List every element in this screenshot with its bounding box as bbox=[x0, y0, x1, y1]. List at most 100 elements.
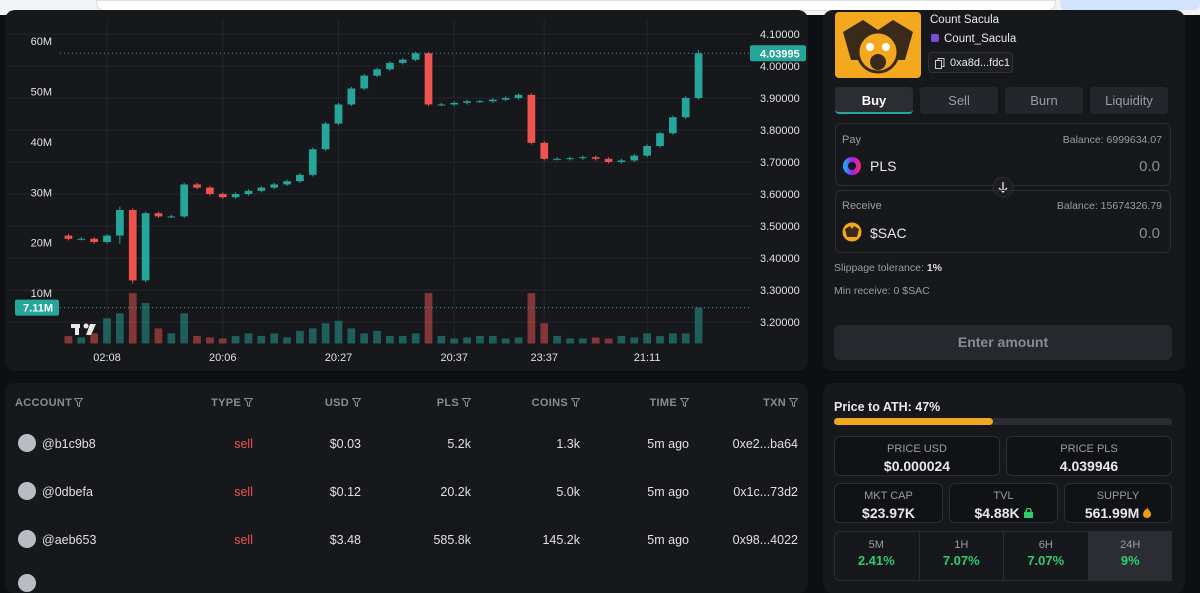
filter-icon[interactable] bbox=[352, 398, 361, 407]
volume-bar bbox=[604, 338, 613, 344]
candles bbox=[64, 50, 703, 284]
volume-bar bbox=[501, 338, 510, 344]
volume-bar bbox=[668, 333, 677, 344]
candle-body bbox=[141, 213, 150, 281]
candle-body bbox=[553, 158, 561, 160]
token-name: Count Sacula bbox=[930, 14, 1000, 26]
address-button[interactable]: 0xa8d...fdc1 bbox=[928, 52, 1013, 73]
ath-bar bbox=[834, 418, 993, 425]
filter-icon[interactable] bbox=[571, 398, 580, 407]
change-label: 1H bbox=[954, 539, 969, 551]
filter-icon[interactable] bbox=[244, 398, 253, 407]
y2-tick-label: 40M bbox=[31, 137, 52, 149]
trades-panel bbox=[5, 383, 808, 593]
filter-icon[interactable] bbox=[680, 398, 689, 407]
volume-bar bbox=[206, 337, 214, 344]
candle-body bbox=[257, 187, 266, 191]
cell: 20.2k bbox=[440, 485, 471, 499]
volume-bar bbox=[450, 338, 459, 344]
filter-icon[interactable] bbox=[462, 398, 471, 407]
receive-amount[interactable]: 0.0 bbox=[1139, 225, 1160, 242]
account[interactable]: @b1c9b8 bbox=[42, 437, 96, 451]
candle-body bbox=[218, 194, 227, 198]
candle-body bbox=[180, 184, 189, 217]
receive-label: Receive bbox=[842, 200, 882, 212]
copy-icon bbox=[935, 58, 945, 69]
stat-value-wrap: $4.88K bbox=[950, 505, 1057, 521]
change-cell[interactable]: 1H 7.07% bbox=[918, 531, 1004, 581]
browser-button[interactable] bbox=[1060, 0, 1200, 10]
candle-body bbox=[386, 62, 394, 70]
min-receive: Min receive: 0 $SAC bbox=[834, 285, 930, 297]
sac-icon bbox=[842, 222, 862, 242]
change-label: 5M bbox=[868, 539, 884, 551]
candle-body bbox=[630, 155, 639, 161]
volume-bar bbox=[514, 337, 523, 344]
volume-bar bbox=[141, 303, 150, 344]
volume-bar bbox=[630, 337, 639, 344]
candle-body bbox=[77, 238, 86, 240]
tab[interactable]: Burn bbox=[1005, 87, 1083, 114]
volume-bar bbox=[591, 337, 600, 344]
volume-bar bbox=[244, 333, 253, 344]
change-cell[interactable]: 6H 7.07% bbox=[1003, 531, 1088, 581]
volume-bar bbox=[77, 337, 86, 344]
candle-body bbox=[270, 184, 279, 188]
change-cell[interactable]: 5M 2.41% bbox=[834, 531, 919, 581]
volume-bar bbox=[193, 335, 201, 344]
price-usd: PRICE USD $0.000024 bbox=[834, 436, 1000, 476]
pay-token[interactable]: PLS bbox=[870, 158, 897, 174]
pay-amount[interactable]: 0.0 bbox=[1139, 158, 1160, 175]
tab[interactable]: Liquidity bbox=[1090, 87, 1168, 114]
candle-body bbox=[476, 101, 484, 103]
candle-body bbox=[450, 102, 459, 105]
cell[interactable]: 0xe2...ba64 bbox=[732, 437, 798, 451]
volume-bar bbox=[296, 330, 304, 344]
volume-bar bbox=[270, 333, 279, 344]
swap-direction[interactable] bbox=[992, 176, 1014, 198]
y2-tick-label: 30M bbox=[31, 187, 52, 199]
slippage-value[interactable]: 1% bbox=[926, 262, 943, 274]
token-address: 0xa8d...fdc1 bbox=[950, 57, 1010, 69]
candle-body bbox=[167, 216, 176, 218]
volume-bar bbox=[283, 337, 291, 344]
cell: 5.2k bbox=[447, 437, 471, 451]
candle-body bbox=[437, 104, 446, 106]
volume-bar bbox=[656, 335, 664, 344]
tab[interactable]: Sell bbox=[920, 87, 998, 114]
column-header: PLS bbox=[436, 397, 459, 409]
candle-body bbox=[398, 59, 407, 63]
cell: $3.48 bbox=[329, 533, 361, 547]
tab[interactable]: Buy bbox=[835, 87, 913, 114]
slippage: Slippage tolerance: 1% bbox=[834, 262, 942, 274]
volume-bar bbox=[527, 293, 536, 344]
pls-icon bbox=[843, 157, 861, 175]
candle-body bbox=[514, 94, 523, 99]
cell[interactable]: 0x98...4022 bbox=[732, 533, 798, 547]
last-volume-tag bbox=[15, 299, 59, 316]
cell: 145.2k bbox=[542, 533, 580, 547]
receive-token[interactable]: $SAC bbox=[870, 225, 907, 241]
account[interactable]: @aeb653 bbox=[42, 533, 97, 547]
stat-value: 4.039946 bbox=[1059, 458, 1119, 474]
cell[interactable]: 0x1c...73d2 bbox=[733, 485, 798, 499]
account[interactable]: @0dbefa bbox=[42, 485, 93, 499]
change-cell[interactable]: 24H 9% bbox=[1087, 531, 1172, 581]
pay-label: Pay bbox=[842, 134, 861, 146]
candle-body bbox=[566, 158, 574, 160]
receive-box: Receive Balance: 15674326.79 $SAC 0.0 bbox=[835, 190, 1171, 253]
column-header: TIME bbox=[649, 397, 677, 409]
token-handle[interactable]: Count_Sacula bbox=[944, 33, 1017, 45]
submit-button[interactable]: Enter amount bbox=[834, 325, 1172, 360]
y-tick-label: 3.30000 bbox=[760, 285, 800, 297]
volume-bar bbox=[643, 333, 651, 344]
filter-icon[interactable] bbox=[74, 398, 83, 407]
ath-label: Price to ATH: 47% bbox=[834, 400, 941, 414]
avatar bbox=[18, 434, 36, 452]
candle-body bbox=[283, 181, 291, 185]
y-tick-label: 3.60000 bbox=[760, 189, 800, 201]
volume-bar bbox=[566, 338, 574, 344]
column-header: COINS bbox=[531, 397, 568, 409]
filter-icon[interactable] bbox=[789, 398, 798, 407]
cell: 585.8k bbox=[433, 533, 471, 547]
